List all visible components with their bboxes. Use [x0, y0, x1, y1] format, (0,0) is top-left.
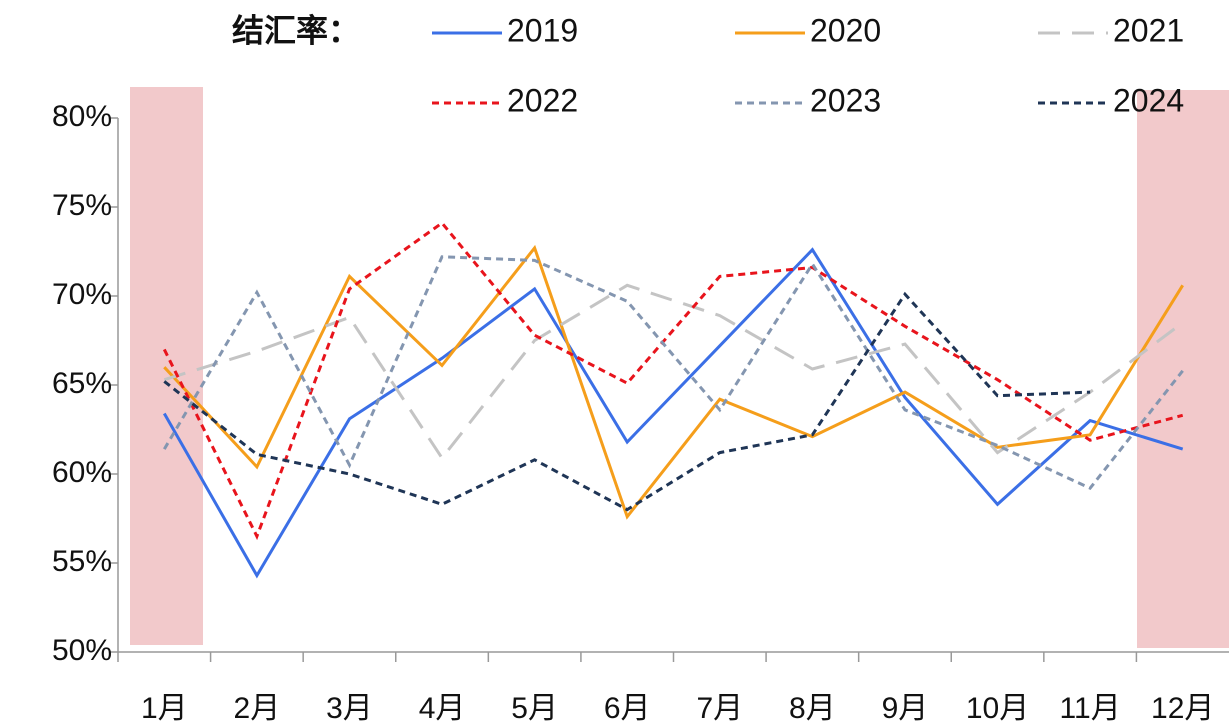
series-line [162, 247, 1184, 579]
x-tick-label: 7月 [696, 692, 743, 725]
legend-label: 2019 [507, 12, 578, 48]
y-tick-label: 70% [52, 278, 112, 311]
x-tick-label: 1月 [141, 692, 188, 725]
series-line [163, 291, 1091, 512]
x-tick-label: 5月 [511, 692, 558, 725]
y-tick-label: 55% [52, 545, 112, 578]
y-tick-label: 60% [52, 456, 112, 489]
series-line [162, 220, 1184, 541]
legend-label: 2024 [1113, 82, 1184, 118]
x-tick-label: 8月 [789, 692, 836, 725]
y-tick-label: 80% [52, 100, 112, 133]
x-tick-label: 9月 [882, 692, 929, 725]
y-tick-label: 75% [52, 189, 112, 222]
legend-title: 结汇率： [232, 12, 360, 48]
highlight-band [130, 87, 203, 645]
legend-label: 2023 [810, 82, 881, 118]
x-tick-label: 10月 [966, 692, 1029, 725]
x-tick-label: 3月 [326, 692, 373, 725]
series-line [163, 255, 1184, 491]
legend-label: 2020 [810, 12, 881, 48]
legend-label: 2022 [507, 82, 578, 118]
x-tick-label: 4月 [419, 692, 466, 725]
series-line [163, 283, 1184, 461]
highlight-band [1137, 90, 1229, 648]
x-tick-label: 11月 [1060, 692, 1121, 725]
x-tick-label: 2月 [234, 692, 281, 725]
y-tick-label: 65% [52, 367, 112, 400]
series-line [163, 244, 1184, 520]
x-tick-label: 12月 [1151, 692, 1214, 725]
x-tick-label: 6月 [604, 692, 651, 725]
legend-label: 2021 [1113, 12, 1184, 48]
y-tick-label: 50% [52, 634, 112, 667]
